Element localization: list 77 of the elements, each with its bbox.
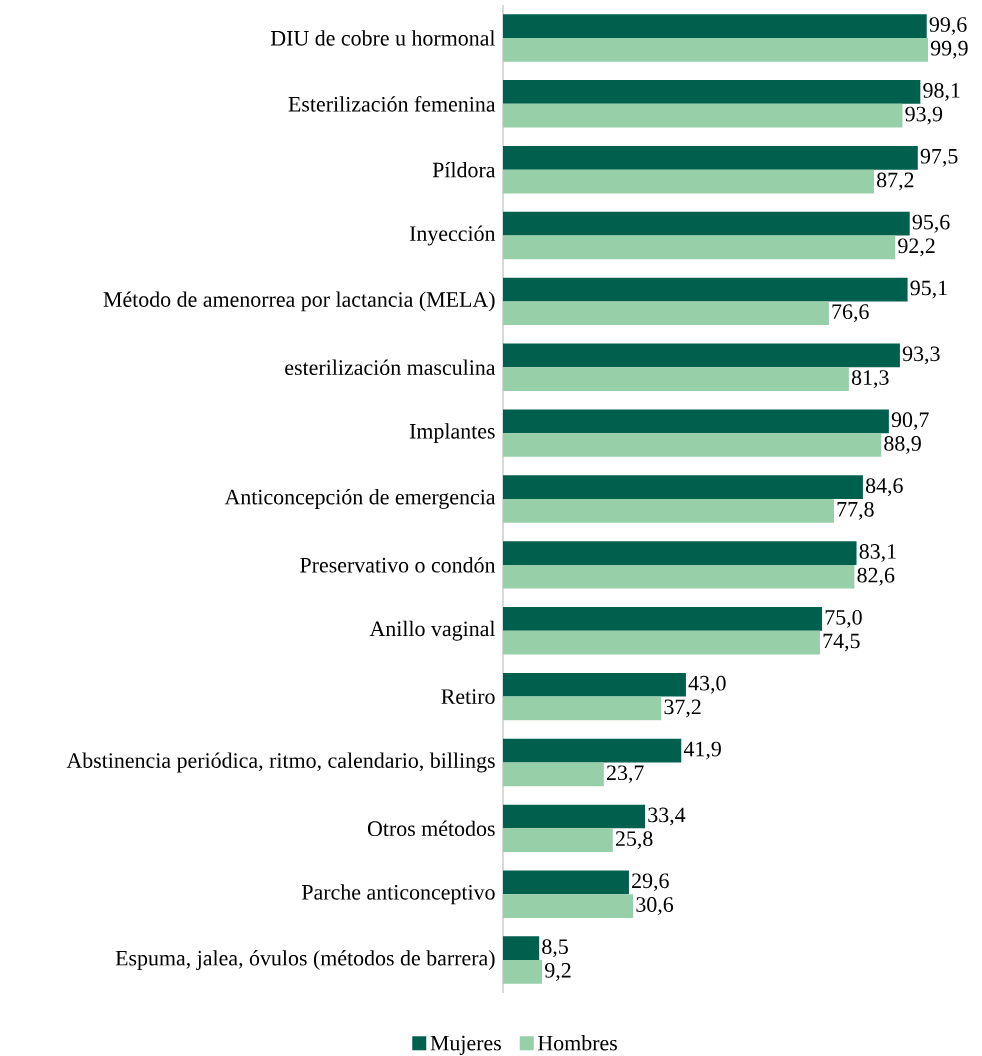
y-tick-label: Anticoncepción de emergencia bbox=[224, 489, 496, 509]
bar bbox=[503, 169, 874, 194]
y-tick-label: Implantes bbox=[409, 423, 495, 444]
bar bbox=[503, 960, 543, 984]
data-label: 93,3 bbox=[902, 346, 940, 365]
y-tick-label: Anillo vaginal bbox=[369, 620, 496, 641]
bar bbox=[503, 103, 903, 128]
data-label: 9,2 bbox=[545, 962, 571, 981]
data-label: 75,0 bbox=[825, 609, 862, 628]
bar bbox=[503, 762, 604, 787]
data-label: 88,9 bbox=[884, 436, 921, 454]
bar bbox=[503, 235, 896, 260]
data-label: 23,7 bbox=[606, 765, 644, 784]
bar bbox=[503, 343, 900, 368]
bar bbox=[503, 672, 686, 697]
y-tick-label: Esterilización femenina bbox=[288, 95, 496, 112]
data-label: 84,6 bbox=[865, 478, 903, 497]
data-label: 77,8 bbox=[837, 501, 874, 520]
y-tick-label: Inyección bbox=[409, 225, 496, 246]
y-tick-label: Retiro bbox=[441, 689, 495, 704]
bar bbox=[503, 409, 889, 434]
bar bbox=[503, 211, 910, 236]
bar bbox=[503, 894, 634, 918]
y-tick-label: DIU de cobre u hormonal bbox=[270, 30, 496, 46]
bar bbox=[503, 145, 918, 170]
data-label: 82,6 bbox=[857, 567, 895, 586]
bar bbox=[503, 367, 849, 391]
bar bbox=[503, 433, 882, 457]
data-label: 29,6 bbox=[632, 873, 669, 892]
bar bbox=[503, 607, 823, 631]
y-tick-label: Otros métodos bbox=[367, 820, 495, 837]
bar bbox=[503, 541, 857, 565]
data-label: 92,2 bbox=[898, 238, 935, 257]
y-tick-label: Preservativo o condón bbox=[300, 557, 496, 573]
data-label: 43,0 bbox=[688, 675, 726, 694]
bar bbox=[503, 804, 646, 829]
data-label: 81,3 bbox=[851, 370, 889, 389]
bar bbox=[503, 936, 540, 961]
y-tick-label: Método de amenorrea por lactancia (MELA) bbox=[103, 291, 495, 312]
bar bbox=[503, 696, 662, 721]
y-tick-label: esterilización masculina bbox=[285, 359, 496, 375]
bar bbox=[503, 277, 908, 302]
data-label: 99,9 bbox=[930, 40, 968, 59]
data-label: 95,1 bbox=[910, 280, 947, 299]
bar bbox=[503, 14, 927, 38]
data-label: 33,4 bbox=[648, 807, 686, 826]
y-tick-label: Parche anticonceptivo bbox=[301, 884, 495, 905]
data-label: 37,2 bbox=[664, 699, 701, 718]
bar bbox=[503, 37, 928, 62]
bar bbox=[503, 738, 682, 763]
data-label: 90,7 bbox=[891, 412, 929, 431]
legend-label: Mujeres bbox=[430, 1035, 501, 1055]
data-label: 30,6 bbox=[636, 897, 674, 916]
bar bbox=[503, 828, 613, 853]
y-tick-label: Píldora bbox=[432, 161, 496, 178]
bar bbox=[503, 499, 834, 523]
data-label: 25,8 bbox=[615, 831, 653, 850]
bar bbox=[503, 80, 921, 104]
data-label: 95,6 bbox=[912, 214, 950, 233]
bar bbox=[503, 630, 820, 655]
y-tick-label: Abstinencia periódica, ritmo, calendario, billings bbox=[66, 752, 495, 773]
bar bbox=[503, 564, 855, 589]
data-label: 97,5 bbox=[920, 148, 958, 167]
data-label: 41,9 bbox=[683, 741, 721, 760]
bar bbox=[503, 870, 629, 895]
data-label: 74,5 bbox=[823, 633, 860, 652]
data-label: 99,6 bbox=[929, 17, 967, 36]
data-label: 8,5 bbox=[542, 939, 568, 958]
data-label: 98,1 bbox=[923, 82, 960, 101]
data-label: 76,6 bbox=[832, 304, 869, 323]
data-label: 93,9 bbox=[905, 106, 943, 125]
y-tick-label: Espuma, jalea, óvulos (métodos de barrera) bbox=[115, 950, 495, 971]
data-label: 87,2 bbox=[876, 172, 914, 191]
data-label: 83,1 bbox=[859, 544, 896, 562]
bar bbox=[503, 475, 863, 499]
bar bbox=[503, 301, 829, 326]
legend-label: Hombres bbox=[538, 1035, 617, 1051]
